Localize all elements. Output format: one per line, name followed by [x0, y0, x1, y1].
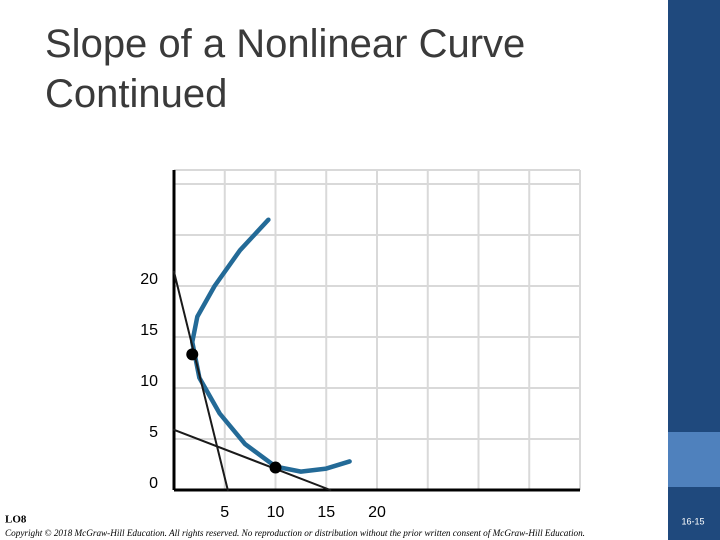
y-tick-label: 20: [140, 271, 158, 288]
copyright: Copyright © 2018 McGraw-Hill Education. …: [5, 528, 585, 538]
x-tick-label: 20: [368, 504, 386, 521]
point: [269, 461, 282, 474]
y-tick-label: 10: [140, 373, 158, 390]
curve: [190, 217, 352, 474]
slide-number: 16-15: [681, 516, 704, 526]
x-tick-label: 10: [267, 504, 285, 521]
y-tick-label: 5: [149, 424, 158, 441]
objective: LO8: [5, 514, 27, 526]
side-accent: [668, 432, 720, 487]
slide-title: Slope of a Nonlinear Curve Continued: [45, 22, 525, 116]
tangent-line: [173, 428, 332, 491]
y-tick-label: 15: [140, 322, 158, 339]
x-tick-label: 15: [317, 504, 335, 521]
x-tick-label: 5: [220, 504, 229, 521]
y-tick-label: 0: [149, 475, 158, 492]
point: [186, 348, 199, 361]
tangent-line: [173, 270, 229, 491]
